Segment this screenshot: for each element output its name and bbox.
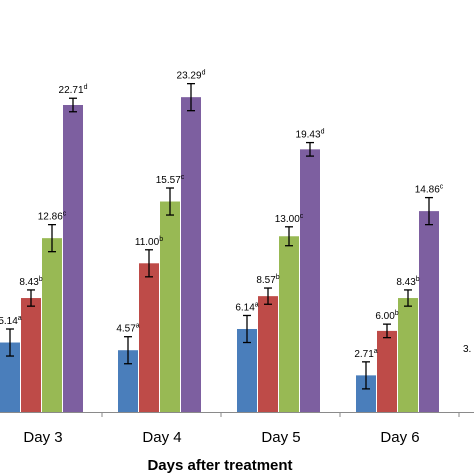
bar xyxy=(118,350,138,412)
error-bar xyxy=(6,328,14,357)
x-axis-title: Days after treatment xyxy=(147,457,292,474)
data-label: 5.14a xyxy=(0,315,22,327)
bar xyxy=(356,375,376,412)
error-bar xyxy=(404,289,412,307)
error-bar xyxy=(166,187,174,216)
data-label: 6.00b xyxy=(375,310,398,322)
chart-labels: 5.14a 4.57a 6.14a 2.71a 8.43b 11.00b 8.57b 6.00… xyxy=(0,70,471,446)
error-bar xyxy=(124,336,132,365)
bar xyxy=(160,201,180,412)
error-bar xyxy=(285,226,293,247)
bar xyxy=(258,296,278,412)
data-label: 2.71a xyxy=(354,348,377,360)
partial-data-label: 3. xyxy=(463,344,471,355)
bar xyxy=(398,298,418,412)
bar xyxy=(0,342,20,412)
data-label: 12.86c xyxy=(38,211,67,223)
data-label: 11.00b xyxy=(135,236,163,248)
error-bar xyxy=(48,223,56,253)
data-label: 19.43d xyxy=(296,129,325,141)
data-label: 8.43b xyxy=(19,276,42,288)
x-tick-label: Day 6 xyxy=(380,429,419,446)
data-label: 15.57c xyxy=(156,174,185,186)
data-label: 8.57b xyxy=(256,274,279,286)
data-label: 8.43b xyxy=(396,276,419,288)
data-label: 6.14a xyxy=(235,301,258,313)
bar xyxy=(377,330,397,412)
bar xyxy=(21,298,41,412)
bar xyxy=(300,149,320,412)
error-bar xyxy=(243,314,251,344)
chart-marks xyxy=(0,82,474,417)
x-tick-label: Day 3 xyxy=(23,429,62,446)
error-bar xyxy=(264,287,272,305)
data-label: 14.86c xyxy=(415,184,444,196)
data-label: 13.00c xyxy=(275,213,304,225)
bar xyxy=(63,105,83,412)
bar xyxy=(279,236,299,412)
error-bar xyxy=(383,323,391,339)
bar xyxy=(181,97,201,413)
error-bar xyxy=(425,196,433,226)
error-bar xyxy=(306,141,314,157)
bar xyxy=(42,238,62,412)
error-bar xyxy=(69,97,77,113)
data-label: 4.57a xyxy=(116,323,139,335)
bar xyxy=(419,211,439,412)
error-bar xyxy=(27,289,35,307)
x-tick-label: Day 5 xyxy=(261,429,300,446)
data-label: 22.71d xyxy=(59,84,88,96)
error-bar xyxy=(187,82,195,112)
x-tick-label: Day 4 xyxy=(142,429,181,446)
error-bar xyxy=(362,361,370,390)
bar xyxy=(237,328,257,412)
bar xyxy=(139,263,159,412)
error-bar xyxy=(145,249,153,278)
data-label: 23.29d xyxy=(177,70,206,82)
